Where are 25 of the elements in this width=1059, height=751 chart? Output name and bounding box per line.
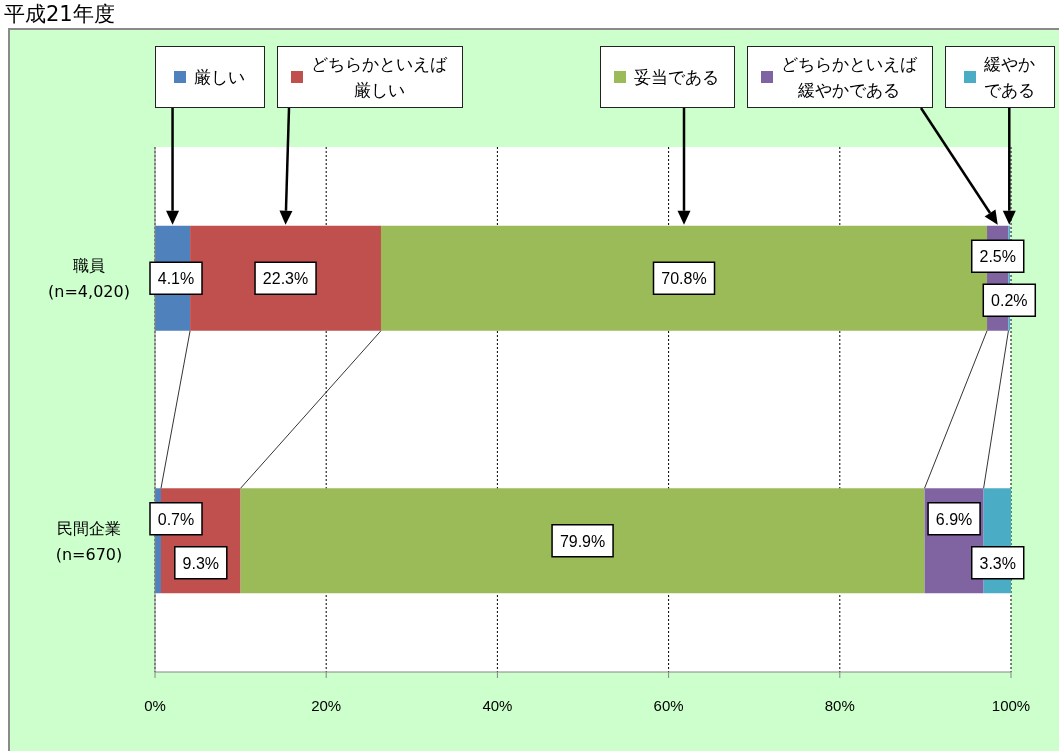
x-tick-label: 100% — [991, 696, 1031, 714]
legend-label: 妥当である — [633, 66, 720, 89]
data-label: 2.5% — [979, 247, 1016, 265]
legend-label: 緩やかである — [982, 53, 1036, 102]
data-label: 6.9% — [935, 510, 973, 528]
data-label: 22.3% — [262, 269, 309, 287]
data-label: 70.8% — [661, 269, 707, 287]
data-label: 9.3% — [182, 554, 220, 572]
x-tick-label: 20% — [311, 696, 342, 714]
x-tick-label: 40% — [482, 696, 513, 714]
data-label: 0.2% — [991, 291, 1028, 309]
chart-title: 平成21年度 — [4, 1, 115, 27]
data-label: 0.7% — [157, 510, 195, 528]
legend-label: 厳しい — [192, 66, 246, 89]
y-tick-label: 民間企業 (n=670) — [55, 518, 123, 564]
x-tick-label: 60% — [653, 696, 684, 714]
y-tick-label: 職員 (n=4,020) — [48, 255, 130, 301]
data-label: 79.9% — [559, 532, 606, 550]
data-label: 4.1% — [157, 269, 195, 287]
x-tick-label: 80% — [824, 696, 855, 714]
legend-label: どちらかといえば厳しい — [310, 53, 448, 102]
data-label: 3.3% — [979, 554, 1016, 572]
x-tick-label: 0% — [144, 696, 166, 714]
bar — [240, 488, 925, 594]
legend-label: どちらかといえば緩やかである — [780, 53, 918, 102]
